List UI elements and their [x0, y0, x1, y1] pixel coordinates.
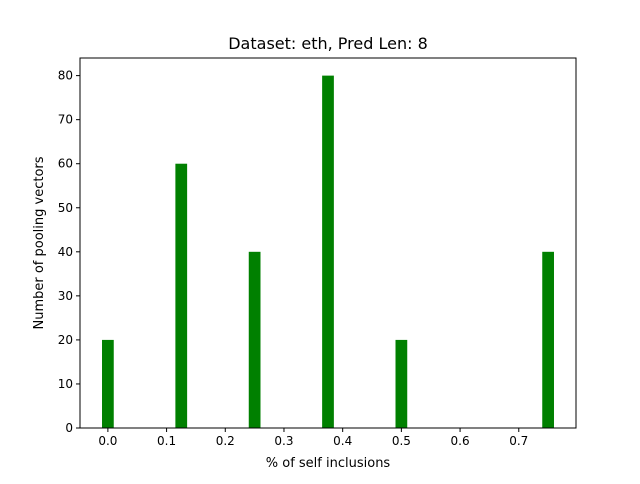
x-tick-label: 0.7: [509, 434, 528, 448]
y-axis-ticks: 0 10 20 30 40 50 60 70 80: [58, 69, 80, 435]
y-tick-label: 50: [58, 201, 73, 215]
bar-4: [395, 339, 408, 428]
y-tick-label: 10: [58, 377, 73, 391]
x-tick-label: 0.0: [98, 434, 117, 448]
y-tick-label: 30: [58, 289, 73, 303]
bar-1: [175, 163, 188, 428]
x-axis-ticks: 0.0 0.1 0.2 0.3 0.4 0.5 0.6 0.7: [98, 428, 528, 448]
chart-title: Dataset: eth, Pred Len: 8: [228, 34, 428, 53]
bar-3: [322, 75, 334, 428]
bar-5: [542, 251, 554, 428]
bar-2: [248, 251, 261, 428]
y-tick-label: 80: [58, 69, 73, 83]
y-tick-label: 60: [58, 157, 73, 171]
y-tick-label: 20: [58, 333, 73, 347]
x-tick-label: 0.6: [451, 434, 470, 448]
x-tick-label: 0.5: [392, 434, 411, 448]
x-tick-label: 0.2: [216, 434, 235, 448]
y-tick-label: 0: [65, 421, 73, 435]
x-axis-label: % of self inclusions: [266, 456, 391, 471]
bars-group: [102, 75, 554, 428]
x-tick-label: 0.3: [274, 434, 293, 448]
y-tick-label: 70: [58, 113, 73, 127]
plot-frame: [79, 57, 577, 429]
bar-0: [102, 339, 114, 428]
y-tick-label: 40: [58, 245, 73, 259]
y-axis-label: Number of pooling vectors: [32, 156, 47, 329]
x-tick-label: 0.1: [157, 434, 176, 448]
x-tick-label: 0.4: [333, 434, 352, 448]
